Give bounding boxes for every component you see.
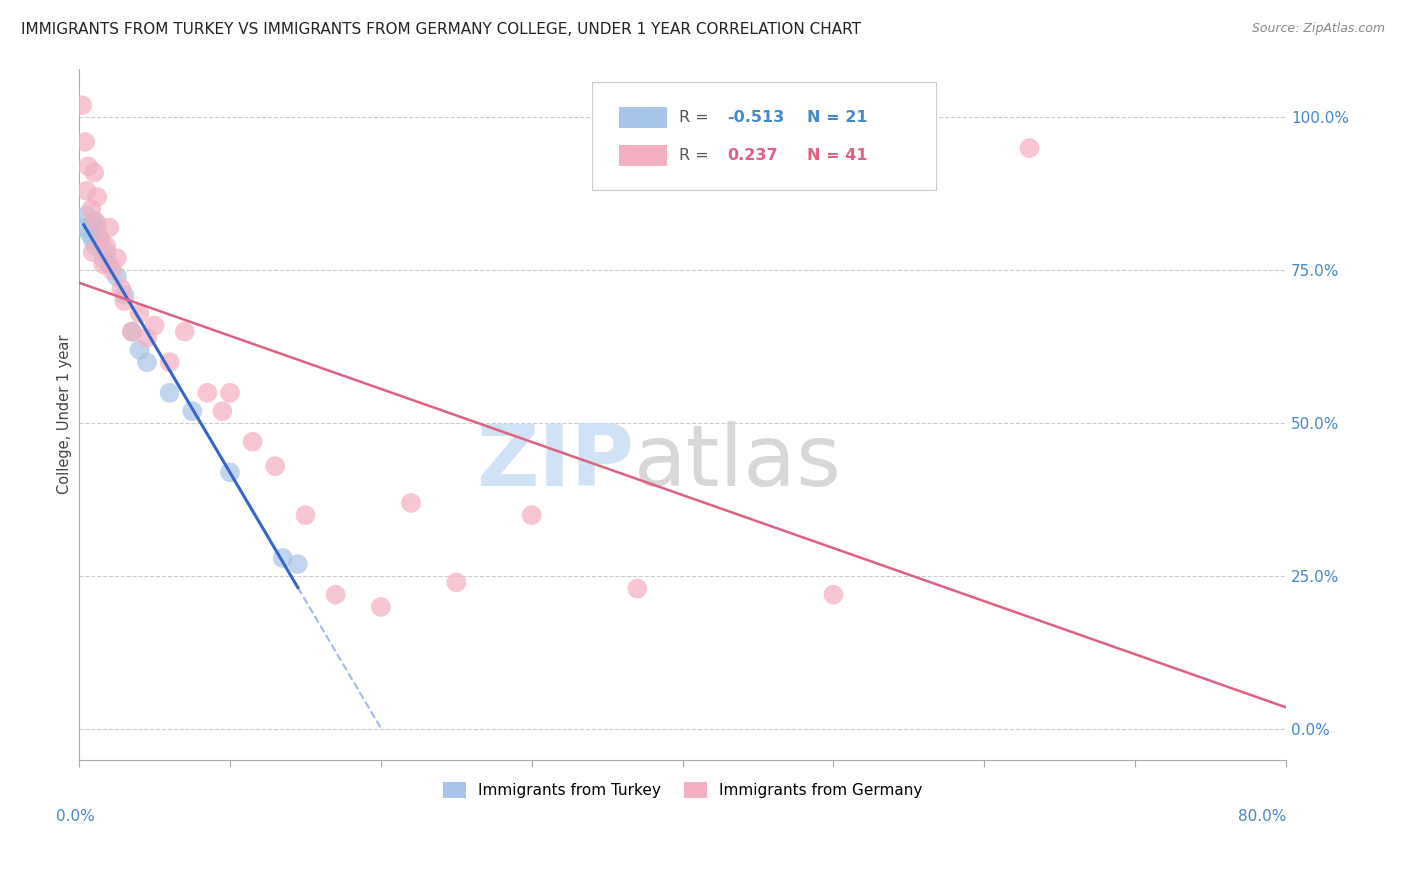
Point (626, 582, 648, 596)
Point (242, 434, 264, 449)
Point (98, 220, 121, 235)
Point (399, 496, 422, 510)
Point (79, 227, 101, 241)
Point (128, 343, 150, 357)
Point (110, 282, 132, 296)
Point (112, 293, 135, 308)
Legend: Immigrants from Turkey, Immigrants from Germany: Immigrants from Turkey, Immigrants from … (437, 776, 928, 804)
Point (91, 257, 114, 271)
Point (219, 385, 242, 400)
Point (121, 325, 143, 339)
Text: N = 21: N = 21 (807, 110, 868, 125)
Text: R =: R = (679, 148, 714, 163)
Point (264, 459, 287, 474)
Point (83, 214, 105, 228)
Point (96, 245, 118, 260)
Point (86, 220, 108, 235)
Point (181, 404, 204, 418)
Point (89, 233, 111, 247)
Point (89, 233, 111, 247)
Point (159, 385, 181, 400)
Text: 0.0%: 0.0% (56, 809, 96, 824)
Bar (619, 107, 666, 128)
Point (143, 318, 166, 333)
Point (271, 551, 294, 566)
Point (446, 575, 468, 590)
Point (82, 233, 104, 247)
Point (211, 404, 233, 418)
Point (325, 588, 347, 602)
Point (136, 331, 159, 345)
Text: R =: R = (679, 110, 714, 125)
Text: IMMIGRANTS FROM TURKEY VS IMMIGRANTS FROM GERMANY COLLEGE, UNDER 1 YEAR CORRELAT: IMMIGRANTS FROM TURKEY VS IMMIGRANTS FRO… (21, 22, 860, 37)
Point (294, 508, 316, 523)
Point (195, 385, 218, 400)
Text: 80.0%: 80.0% (1237, 809, 1286, 824)
Point (96, 239, 118, 253)
Point (82, 245, 104, 260)
Point (370, 599, 392, 614)
Text: -0.513: -0.513 (727, 110, 785, 125)
Point (77, 160, 100, 174)
Point (105, 269, 128, 284)
Point (76, 184, 98, 198)
Point (80, 202, 103, 217)
Text: atlas: atlas (634, 421, 842, 504)
Point (1018, 141, 1040, 155)
Point (75, 135, 97, 149)
Point (83, 165, 105, 179)
Y-axis label: College, Under 1 year: College, Under 1 year (58, 334, 72, 494)
Point (98, 257, 121, 271)
Text: ZIP: ZIP (477, 421, 634, 504)
Point (823, 588, 845, 602)
Point (520, 508, 543, 523)
Point (121, 325, 143, 339)
Point (84, 239, 107, 253)
Bar (619, 145, 666, 166)
Point (76, 208, 98, 222)
Point (101, 263, 124, 277)
Point (105, 251, 128, 265)
Point (72, 220, 94, 235)
Text: 0.237: 0.237 (727, 148, 778, 163)
Point (112, 288, 135, 302)
Point (128, 306, 150, 320)
Point (91, 251, 114, 265)
Text: N = 41: N = 41 (807, 148, 868, 163)
Point (70, 98, 93, 112)
FancyBboxPatch shape (592, 82, 936, 189)
Point (173, 325, 195, 339)
Point (86, 190, 108, 204)
Text: Source: ZipAtlas.com: Source: ZipAtlas.com (1251, 22, 1385, 36)
Point (84, 214, 107, 228)
Point (287, 557, 309, 571)
Point (159, 355, 181, 369)
Point (136, 355, 159, 369)
Point (219, 465, 242, 479)
